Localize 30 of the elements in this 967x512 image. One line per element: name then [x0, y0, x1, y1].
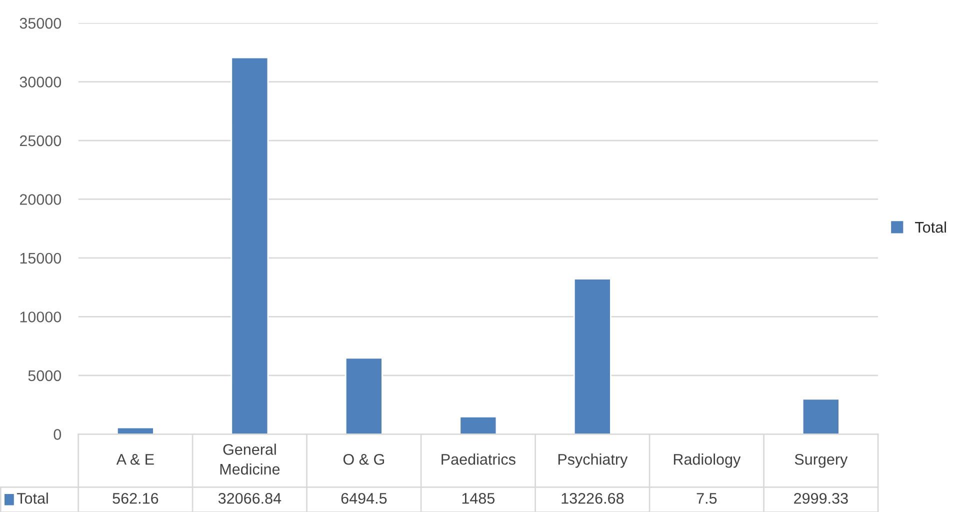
y-tick-label: 30000 [20, 76, 62, 88]
data-label: 2999.33 [794, 492, 848, 504]
legend-label: Total [915, 221, 946, 233]
x-tick-label: O & G [343, 454, 384, 465]
x-tick-label: Surgery [794, 454, 848, 468]
y-tick-label: 15000 [20, 252, 62, 264]
y-tick-label: 25000 [20, 135, 62, 146]
text: Total [16, 492, 48, 504]
bar [116, 426, 154, 434]
data-label: 32066.84 [218, 492, 282, 504]
data-label: 1485 [462, 492, 495, 504]
bar [230, 56, 269, 434]
y-tick-label: 35000 [20, 18, 62, 29]
x-tick-label: Psychiatry [558, 454, 628, 468]
bar [344, 357, 383, 434]
x-tick-label: Radiology [674, 454, 741, 468]
bar [573, 278, 612, 434]
y-tick-label: 20000 [20, 194, 62, 205]
x-tick-label: Paediatrics [442, 454, 516, 465]
data-label: 6494.5 [341, 492, 387, 504]
data-label: 562.16 [112, 492, 158, 504]
bar [459, 416, 498, 434]
bar [802, 398, 840, 434]
x-tick-label: General Medicine [220, 444, 280, 475]
y-tick-label: 5000 [28, 370, 62, 382]
y-tick-label: 10000 [20, 312, 62, 322]
data-label: 7.5 [696, 493, 717, 504]
y-tick-label: 0 [54, 429, 62, 440]
data-label: 13226.68 [562, 492, 624, 504]
x-tick-label: A & E [116, 454, 154, 465]
